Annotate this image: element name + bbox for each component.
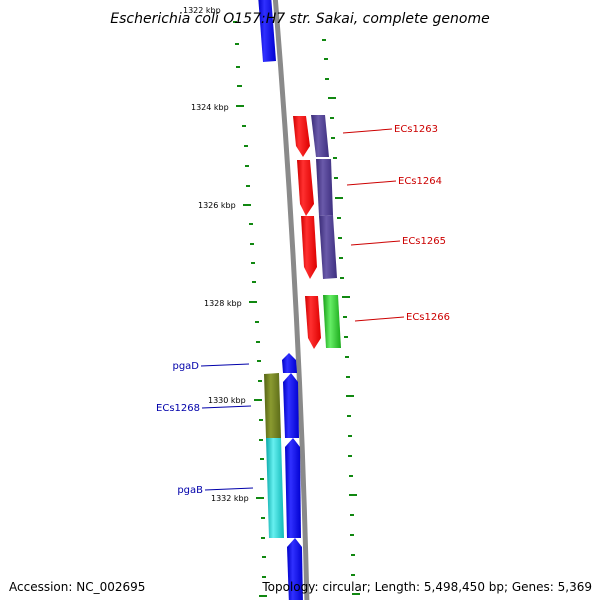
gene-label-ecs1263[interactable]: ECs1263 [394, 124, 438, 135]
gene-label-ecs1266[interactable]: ECs1266 [406, 312, 450, 323]
gene-label-pgab[interactable]: pgaB [177, 485, 203, 496]
feature-tracks [258, 0, 341, 600]
cds-ecs1263-arrow[interactable] [293, 116, 310, 157]
left-tick-marks [233, 21, 267, 597]
scale-label-1326: 1326 kbp [198, 201, 236, 210]
feature-purple-ecs1265[interactable] [319, 215, 337, 279]
feature-green-ecs1266[interactable] [323, 295, 341, 348]
topology-text: Topology: circular; Length: 5,498,450 bp… [262, 580, 592, 594]
cds-forward-bottom[interactable] [287, 538, 303, 600]
cds-ecs1268-arrow[interactable] [283, 373, 299, 438]
cds-ecs1266-arrow[interactable] [305, 296, 321, 349]
scale-label-1322: 1322 kbp [183, 6, 221, 15]
cds-pgad-arrow[interactable] [282, 353, 297, 373]
accession-text: Accession: NC_002695 [9, 580, 146, 594]
cds-forward-top[interactable] [258, 0, 276, 62]
feature-cyan[interactable] [266, 438, 284, 538]
scale-label-1324: 1324 kbp [191, 103, 229, 112]
genome-title: Escherichia coli O157:H7 str. Sakai, com… [110, 11, 489, 27]
scale-label-1328: 1328 kbp [204, 299, 242, 308]
genome-backbone [272, 0, 310, 600]
scale-labels: 1322 kbp 1324 kbp 1326 kbp 1328 kbp 1330… [183, 6, 249, 503]
gene-label-ecs1264[interactable]: ECs1264 [398, 176, 442, 187]
gene-labels: ECs1263 ECs1264 ECs1265 ECs1266 pgaD ECs… [156, 124, 450, 496]
feature-purple-ecs1264[interactable] [316, 159, 333, 216]
gene-label-ecs1268[interactable]: ECs1268 [156, 403, 200, 414]
cds-ecs1264-arrow[interactable] [297, 160, 314, 216]
cds-pgab-arrow[interactable] [285, 438, 301, 538]
feature-olive[interactable] [264, 373, 281, 438]
scale-label-1330: 1330 kbp [208, 396, 246, 405]
gene-label-pgad[interactable]: pgaD [172, 361, 199, 372]
scale-label-1332: 1332 kbp [211, 494, 249, 503]
label-leader-lines [200, 128, 405, 491]
cds-ecs1265-arrow[interactable] [301, 216, 317, 279]
gene-label-ecs1265[interactable]: ECs1265 [402, 236, 446, 247]
right-tick-marks [322, 39, 360, 595]
feature-purple-ecs1263[interactable] [311, 115, 329, 157]
